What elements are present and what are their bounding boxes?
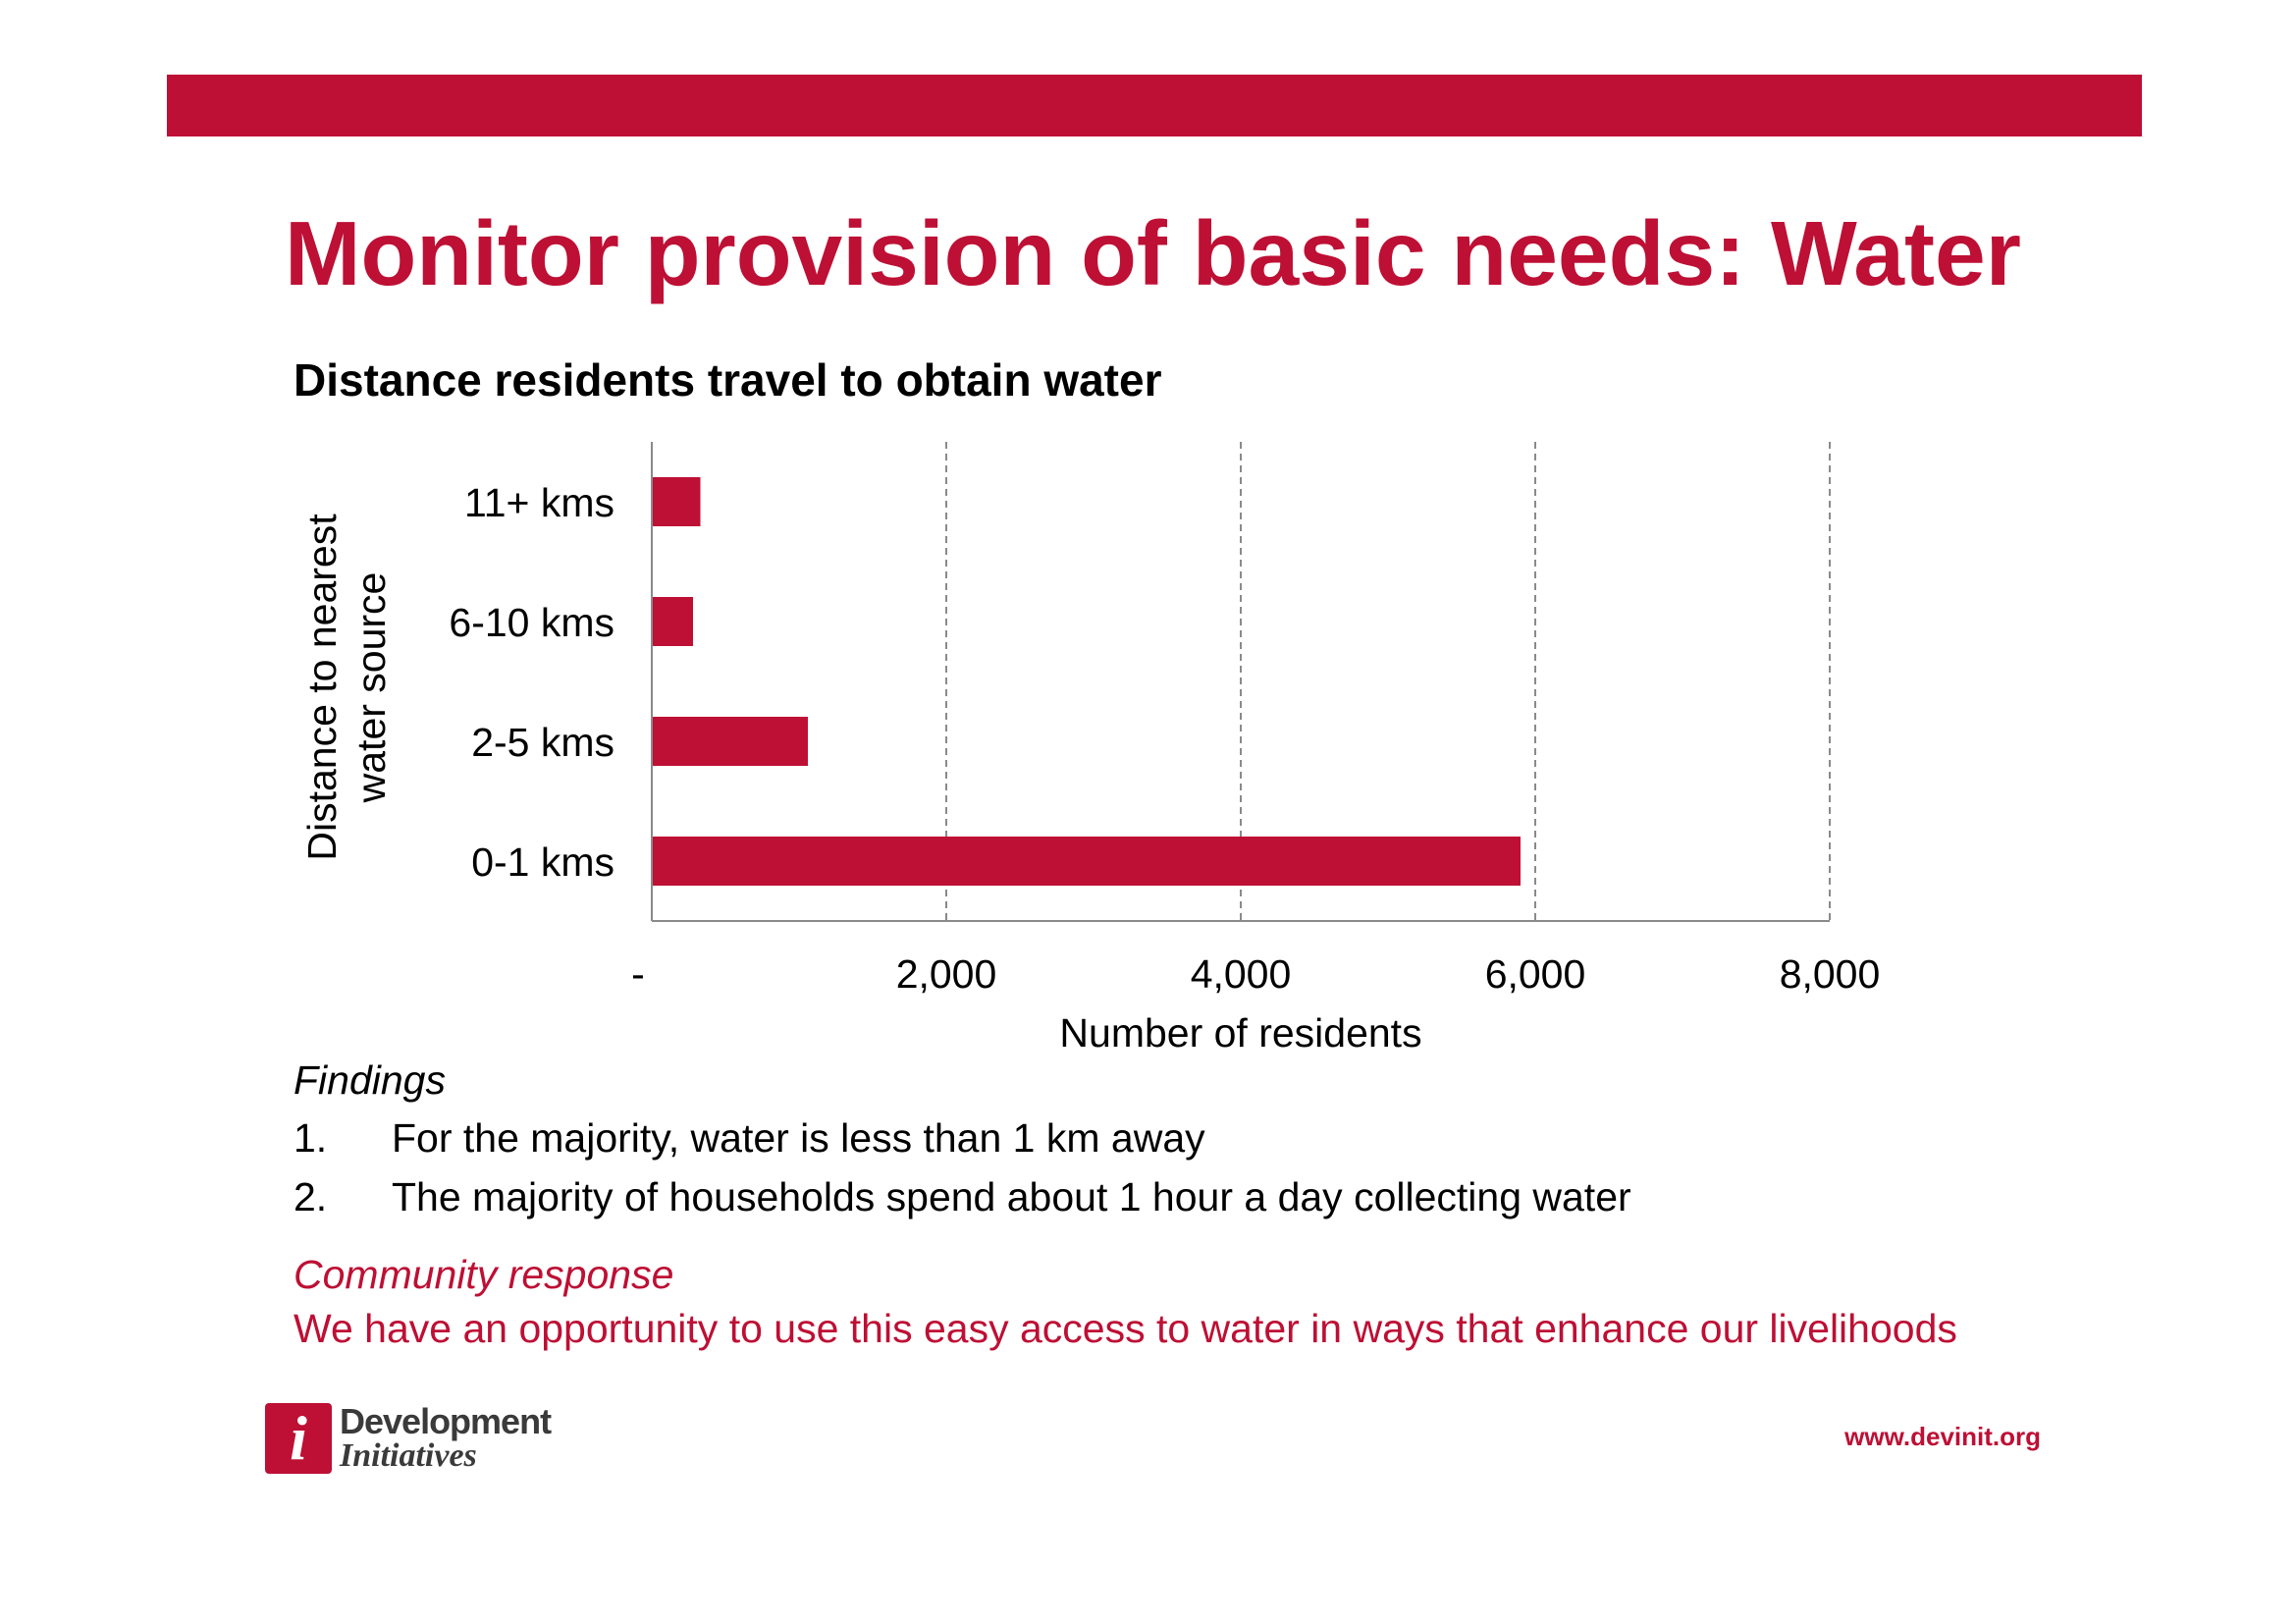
x-tick-label: 2,000	[896, 951, 997, 997]
chart-title: Distance residents travel to obtain wate…	[294, 354, 1162, 406]
response-heading: Community response	[294, 1252, 674, 1297]
bar	[652, 717, 808, 766]
finding-text: For the majority, water is less than 1 k…	[392, 1115, 1205, 1161]
finding-text: The majority of households spend about 1…	[392, 1174, 1631, 1219]
category-label: 11+ kms	[464, 480, 614, 525]
top-accent-bar	[167, 75, 2142, 136]
logo-line-2: Initiatives	[340, 1437, 477, 1474]
axes	[651, 442, 1830, 922]
x-tick-label: 8,000	[1780, 951, 1881, 997]
finding-item: 1. For the majority, water is less than …	[294, 1118, 2159, 1159]
logo-i-icon: i	[265, 1403, 332, 1474]
findings-section: Findings 1. For the majority, water is l…	[294, 1060, 2159, 1236]
category-label: 2-5 kms	[471, 720, 614, 765]
x-tick-label: -	[631, 951, 645, 997]
x-tick-label: 6,000	[1485, 951, 1586, 997]
bars	[652, 477, 1521, 886]
x-axis-title: Number of residents	[1059, 1010, 1421, 1056]
category-label: 0-1 kms	[471, 839, 614, 885]
finding-item: 2. The majority of households spend abou…	[294, 1177, 2159, 1218]
findings-heading: Findings	[294, 1057, 446, 1103]
y-axis-title-line: Distance to nearest	[299, 514, 345, 861]
bar	[652, 837, 1521, 886]
category-label: 6-10 kms	[449, 600, 614, 645]
finding-number: 1.	[294, 1115, 328, 1161]
slide-title: Monitor provision of basic needs: Water	[285, 202, 2021, 304]
logo-wordmark: Development Initiatives	[340, 1401, 552, 1474]
logo-line-1: Development	[340, 1401, 552, 1441]
response-text: We have an opportunity to use this easy …	[294, 1306, 1957, 1351]
x-tick-label: 4,000	[1191, 951, 1292, 997]
finding-number: 2.	[294, 1174, 328, 1219]
bar	[652, 597, 693, 646]
y-axis-title: Distance to nearest water source	[299, 514, 394, 861]
axis-labels: 0-1 kms 2-5 kms 6-10 kms 11+ kms - 2,000 4,000…	[299, 480, 1880, 1056]
community-response-section: Community response We have an opportunit…	[294, 1255, 1957, 1349]
development-initiatives-logo: i Development Initiatives	[265, 1399, 552, 1478]
y-axis-title-line: water source	[348, 572, 394, 804]
grid-lines	[945, 442, 1831, 921]
bar	[652, 477, 701, 526]
website-url: www.devinit.org	[1844, 1422, 2041, 1451]
